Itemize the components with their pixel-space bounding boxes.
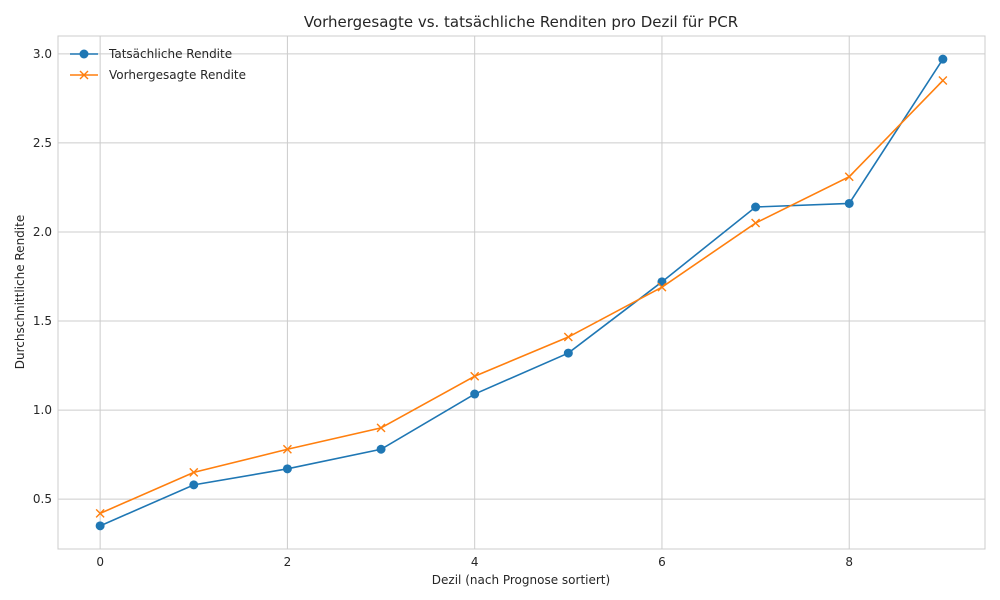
legend: Tatsächliche Rendite Vorhergesagte Rendit…: [70, 47, 246, 82]
legend-item: Tatsächliche Rendite: [70, 47, 232, 61]
y-tick-label: 2.5: [33, 136, 52, 150]
data-point: [95, 508, 105, 518]
x-axis-ticks: 0 2 4 6 8: [96, 555, 853, 569]
series-line-2: [99, 79, 944, 515]
legend-item: Vorhergesagte Rendite: [70, 68, 246, 82]
data-point: [751, 202, 761, 212]
data-point: [844, 198, 854, 208]
data-point: [563, 332, 573, 342]
y-axis-ticks: 0.5 1.0 1.5 2.0 2.5 3.0: [33, 47, 52, 506]
series-layer: [95, 54, 948, 531]
plot-area: [57, 35, 986, 550]
data-point: [657, 282, 667, 292]
data-point: [189, 467, 199, 477]
x-tick-label: 2: [284, 555, 292, 569]
y-tick-label: 0.5: [33, 492, 52, 506]
legend-label: Vorhergesagte Rendite: [109, 68, 246, 82]
data-point: [938, 54, 948, 64]
data-point: [376, 444, 386, 454]
y-tick-label: 3.0: [33, 47, 52, 61]
x-axis-label: Dezil (nach Prognose sortiert): [432, 573, 610, 587]
x-tick-label: 0: [96, 555, 104, 569]
x-tick-label: 4: [471, 555, 479, 569]
y-tick-label: 2.0: [33, 225, 52, 239]
data-point: [844, 172, 854, 182]
y-axis-label: Durchschnittliche Rendite: [13, 215, 27, 369]
data-point: [95, 521, 105, 531]
x-tick-label: 8: [845, 555, 853, 569]
data-point: [376, 423, 386, 433]
chart-title: Vorhergesagte vs. tatsächliche Renditen …: [304, 13, 738, 31]
y-tick-label: 1.0: [33, 403, 52, 417]
data-point: [563, 348, 573, 358]
data-point: [470, 389, 480, 399]
y-tick-label: 1.5: [33, 314, 52, 328]
grid: [58, 36, 985, 549]
data-point: [282, 464, 292, 474]
data-point: [189, 480, 199, 490]
data-point: [751, 218, 761, 228]
x-tick-label: 6: [658, 555, 666, 569]
data-point: [938, 76, 948, 86]
data-point: [282, 444, 292, 454]
plot-frame: [57, 35, 986, 550]
series-line-1: [99, 58, 944, 527]
data-point: [470, 371, 480, 381]
legend-label: Tatsächliche Rendite: [108, 47, 232, 61]
